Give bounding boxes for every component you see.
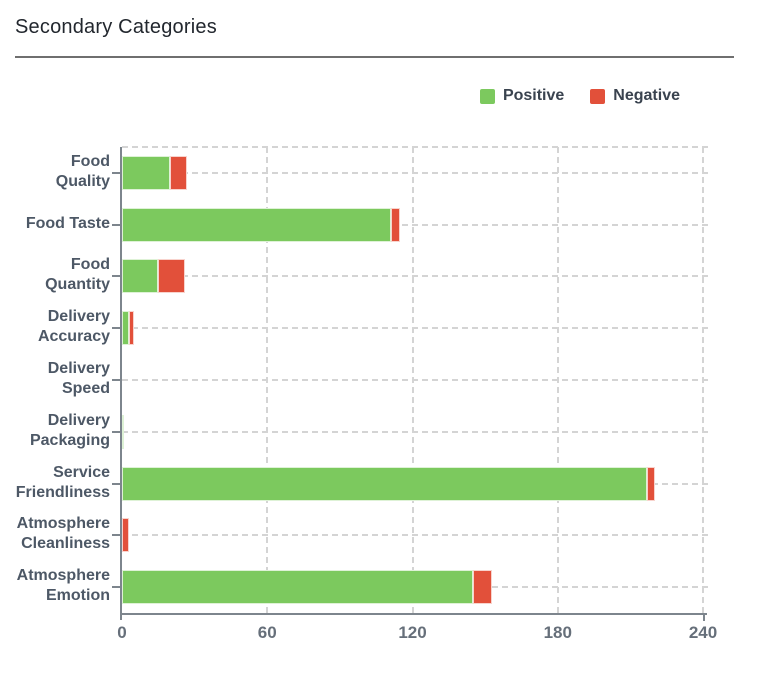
legend-item-negative[interactable]: Negative xyxy=(590,87,680,105)
gridline-row xyxy=(122,534,708,537)
gridline-row xyxy=(122,379,708,381)
legend: Positive Negative xyxy=(479,87,680,105)
bar-segment-positive xyxy=(122,311,130,346)
bar-segment-negative xyxy=(170,155,188,190)
bar-segment-negative xyxy=(390,207,401,242)
bar-segment-positive xyxy=(122,466,648,501)
category-tick xyxy=(112,430,122,433)
category-label-line: Service xyxy=(53,463,110,481)
title-divider xyxy=(15,56,734,58)
y-axis-line xyxy=(120,147,122,620)
category-label-line: Delivery xyxy=(47,360,110,377)
category-tick xyxy=(112,379,122,381)
bar-segment-positive xyxy=(122,414,125,449)
x-tick-label: 180 xyxy=(543,623,572,642)
category-label: Delivery Speed xyxy=(0,359,110,399)
bar-segment-positive xyxy=(122,259,159,294)
legend-label: Negative xyxy=(613,87,680,104)
category-label-line: Food xyxy=(70,256,110,274)
legend-label: Positive xyxy=(502,87,565,104)
category-label-line: Quality xyxy=(55,172,110,190)
category-tick xyxy=(112,534,122,537)
gridline-row xyxy=(122,275,708,278)
x-axis-end-tick xyxy=(703,613,705,621)
gridline-row xyxy=(122,327,708,330)
category-label: Delivery Accuracy xyxy=(0,307,110,347)
category-tick xyxy=(112,275,122,278)
x-axis-line xyxy=(120,613,707,615)
bar-segment-negative xyxy=(473,570,493,605)
bar-segment-positive xyxy=(122,570,474,605)
grid-top-border xyxy=(122,146,708,148)
legend-swatch-icon xyxy=(590,88,606,104)
gridline-row xyxy=(122,430,708,433)
category-label: Food Quality xyxy=(0,152,110,192)
category-label-line: Food Taste xyxy=(25,214,110,232)
x-tick-label: 120 xyxy=(398,623,427,642)
category-label: Service Friendliness xyxy=(0,463,110,503)
category-label-line: Quantity xyxy=(45,276,110,294)
category-label-line: Emotion xyxy=(46,587,110,605)
x-tick-label: 240 xyxy=(688,623,718,642)
category-label-line: Delivery xyxy=(47,411,110,429)
bar-segment-negative xyxy=(129,311,135,346)
gridline-row xyxy=(122,223,708,226)
chart-plot: Food Quality Food Taste Food Quantity Deliver… xyxy=(0,130,758,676)
category-label: Food Taste xyxy=(0,214,110,234)
bar-segment-negative xyxy=(158,259,185,294)
legend-swatch-icon xyxy=(479,88,495,104)
x-tick-label: 0 xyxy=(117,623,127,642)
category-label-line: Accuracy xyxy=(37,328,110,346)
category-label-line: Atmosphere xyxy=(16,515,110,533)
category-label: Food Quantity xyxy=(0,255,110,295)
category-label-line: Cleanliness xyxy=(21,535,110,553)
category-label: Delivery Packaging xyxy=(0,411,110,451)
category-label-line: Speed xyxy=(61,380,110,397)
category-tick xyxy=(112,171,122,174)
bar-segment-positive xyxy=(122,207,391,242)
category-label: Atmosphere Cleanliness xyxy=(0,514,110,554)
bar-segment-negative xyxy=(122,518,130,553)
category-tick xyxy=(112,223,122,226)
bar-segment-positive xyxy=(122,155,171,190)
category-tick xyxy=(112,586,122,589)
x-tick-label: 60 xyxy=(257,623,277,642)
bar-segment-negative xyxy=(647,466,655,501)
category-label-line: Packaging xyxy=(29,431,110,449)
category-label: Atmosphere Emotion xyxy=(0,566,110,606)
gridline-row xyxy=(122,171,708,174)
category-label-line: Delivery xyxy=(47,308,110,326)
legend-item-positive[interactable]: Positive xyxy=(479,87,565,105)
category-label-line: Food xyxy=(70,152,110,170)
category-tick xyxy=(112,327,122,330)
category-label-line: Friendliness xyxy=(15,483,110,501)
category-label-line: Atmosphere xyxy=(16,567,110,585)
category-tick xyxy=(112,482,122,485)
page-title: Secondary Categories xyxy=(15,16,217,38)
